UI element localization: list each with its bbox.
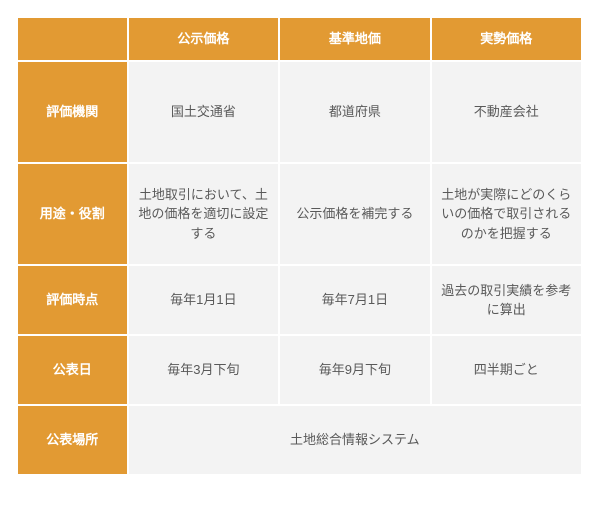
- data-cell: 公示価格を補完する: [280, 164, 429, 264]
- table-row: 用途・役割土地取引において、土地の価格を適切に設定する公示価格を補完する土地が実…: [18, 164, 581, 264]
- col-header-3: 実勢価格: [432, 18, 581, 60]
- data-cell: 毎年9月下旬: [280, 336, 429, 404]
- corner-cell: [18, 18, 127, 60]
- row-header: 評価機関: [18, 62, 127, 162]
- merged-cell: 土地総合情報システム: [129, 406, 581, 474]
- row-header: 公表日: [18, 336, 127, 404]
- land-price-table: 公示価格 基準地価 実勢価格 評価機関国土交通省都道府県不動産会社 用途・役割土…: [16, 16, 583, 476]
- table-row: 評価機関国土交通省都道府県不動産会社: [18, 62, 581, 162]
- data-cell: 過去の取引実績を参考に算出: [432, 266, 581, 334]
- data-cell: 四半期ごと: [432, 336, 581, 404]
- row-header: 評価時点: [18, 266, 127, 334]
- data-cell: 国土交通省: [129, 62, 279, 162]
- data-cell: 不動産会社: [432, 62, 581, 162]
- table-row: 評価時点毎年1月1日毎年7月1日過去の取引実績を参考に算出: [18, 266, 581, 334]
- data-cell: 毎年3月下旬: [129, 336, 279, 404]
- data-cell: 毎年1月1日: [129, 266, 279, 334]
- col-header-1: 公示価格: [129, 18, 279, 60]
- data-cell: 土地が実際にどのくらいの価格で取引されるのかを把握する: [432, 164, 581, 264]
- data-cell: 毎年7月1日: [280, 266, 429, 334]
- table-row: 公表日毎年3月下旬毎年9月下旬四半期ごと: [18, 336, 581, 404]
- header-row: 公示価格 基準地価 実勢価格: [18, 18, 581, 60]
- table-row: 公表場所土地総合情報システム: [18, 406, 581, 474]
- row-header: 用途・役割: [18, 164, 127, 264]
- data-cell: 土地取引において、土地の価格を適切に設定する: [129, 164, 279, 264]
- col-header-2: 基準地価: [280, 18, 429, 60]
- data-cell: 都道府県: [280, 62, 429, 162]
- row-header: 公表場所: [18, 406, 127, 474]
